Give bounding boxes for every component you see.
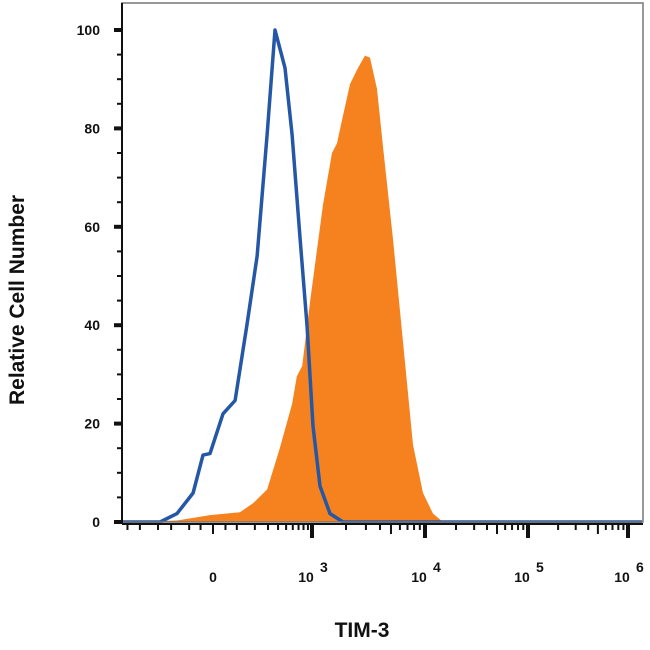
- y-tick-label: 80: [84, 120, 100, 136]
- x-tick-label: 10: [514, 569, 530, 585]
- tick-labels: 0 20 40 60 80 100 0 10 3 10 4 10 5 10 6: [77, 22, 644, 585]
- x-tick-label: 10: [411, 569, 427, 585]
- x-tick-exponent: 5: [536, 559, 544, 575]
- series-filled-histogram: [123, 55, 642, 522]
- series-outline-histogram: [123, 28, 642, 524]
- y-axis-title: Relative Cell Number: [6, 195, 29, 405]
- axis-ticks: [114, 28, 630, 538]
- y-tick-label: 20: [84, 416, 100, 432]
- x-tick-label: 10: [614, 569, 630, 585]
- x-tick-exponent: 4: [433, 559, 441, 575]
- x-tick-label: 10: [298, 569, 314, 585]
- y-tick-label: 60: [84, 219, 100, 235]
- x-tick-exponent: 6: [636, 559, 644, 575]
- x-axis-title: TIM-3: [335, 619, 390, 642]
- x-tick-exponent: 3: [320, 559, 328, 575]
- y-tick-label: 0: [92, 514, 100, 530]
- y-tick-label: 100: [77, 22, 101, 38]
- x-tick-label: 0: [209, 569, 217, 585]
- series-layer: [123, 28, 642, 524]
- y-tick-label: 40: [84, 317, 100, 333]
